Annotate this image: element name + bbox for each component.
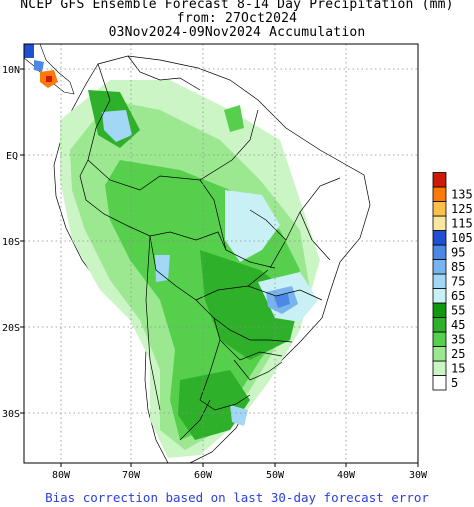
accumulation-period: 03Nov2024-09Nov2024 Accumulation [108,25,366,40]
colorbar-swatch [432,360,447,376]
colorbar-label: 125 [451,202,473,216]
colorbar-label: 45 [451,318,465,332]
colorbar-swatch [432,244,447,260]
lon-label-50w: 50W [266,470,285,481]
colorbar-swatch [432,288,447,304]
colorbar-label: 65 [451,289,465,303]
colorbar-swatch [432,259,447,275]
bias-correction-note: Bias correction based on last 30-day for… [45,490,429,505]
colorbar-swatch [432,346,447,362]
colorbar-swatch [432,273,447,289]
lat-label-10s: 10S [2,237,20,248]
colorbar-label: 95 [451,245,465,259]
colorbar-swatch [432,186,447,202]
lon-label-70w: 70W [122,470,141,481]
map-title: NCEP GFS Ensemble Forecast 8-14 Day Prec… [20,0,454,12]
map-canvas [24,44,371,463]
colorbar-label: 55 [451,303,465,317]
colorbar-label: 85 [451,260,465,274]
colorbar-label: 115 [451,216,473,230]
colorbar-swatch [432,230,447,246]
colorbar-swatch [432,172,447,188]
forecast-init-date: from: 27Oct2024 [176,11,298,26]
colorbar-label: 15 [451,361,465,375]
lat-label-eq: EQ [6,151,18,162]
colorbar-swatch [432,215,447,231]
colorbar-swatch [432,201,447,217]
precip-shading [24,44,320,458]
lon-label-80w: 80W [52,470,71,481]
colorbar-swatch [432,317,447,333]
lon-label-40w: 40W [337,470,356,481]
colorbar-label: 75 [451,274,465,288]
colorbar-label: 25 [451,347,465,361]
country-borders [79,55,341,441]
colorbar-label: 105 [451,231,473,245]
map-frame [23,43,419,464]
axis-ticks [20,68,419,467]
colorbar-label: 5 [451,376,458,390]
colorbar-swatch [432,302,447,318]
lon-label-60w: 60W [194,470,213,481]
central-america-land [24,44,75,95]
colorbar-label: 35 [451,332,465,346]
lat-label-10n: 10N [2,65,20,76]
lat-label-30s: 30S [2,409,20,420]
lon-label-30w: 30W [409,470,428,481]
colorbar-swatch [432,375,447,391]
colorbar-label: 135 [451,187,473,201]
lat-label-20s: 20S [2,323,20,334]
colorbar-swatch [432,331,447,347]
